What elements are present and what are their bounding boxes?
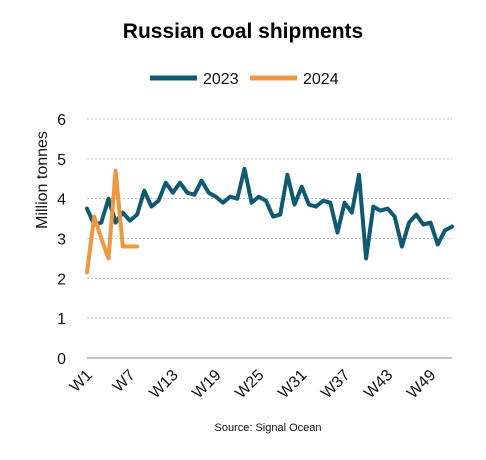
y-tick-label-0: 0 [57,351,66,368]
y-tick-label-3: 3 [57,232,66,249]
x-tick-label-W37: W37 [318,367,353,402]
gridlines [87,118,452,359]
x-axis-ticks: W1 W7 W13 W19 W25 W31 W37 W43 W49 [67,367,440,402]
y-tick-label-1: 1 [57,311,66,328]
chart-title: Russian coal shipments [123,20,363,43]
x-tick-label-W1: W1 [67,367,96,396]
source-note: Source: Signal Ocean [214,422,321,434]
legend: 2023 2024 [150,71,339,88]
y-axis-ticks: 0 1 2 3 4 5 6 [57,112,66,368]
series-line-2023 [85,166,454,261]
x-tick-label-W31: W31 [275,367,310,402]
series-line-2024 [85,168,140,275]
x-tick-label-W7: W7 [110,367,139,396]
x-tick-label-W19: W19 [189,367,224,402]
y-tick-label-4: 4 [57,192,66,209]
x-tick-label-W13: W13 [146,367,181,402]
y-axis-label: Million tonnes [34,131,51,229]
y-tick-label-6: 6 [57,112,66,129]
x-tick-label-W43: W43 [361,367,396,402]
legend-label-2023: 2023 [203,71,239,88]
x-tick-label-W49: W49 [404,367,439,402]
x-tick-label-W25: W25 [232,367,267,402]
y-tick-label-5: 5 [57,152,66,169]
y-tick-label-2: 2 [57,271,66,288]
legend-label-2024: 2024 [303,71,339,88]
series-lines [85,166,454,275]
